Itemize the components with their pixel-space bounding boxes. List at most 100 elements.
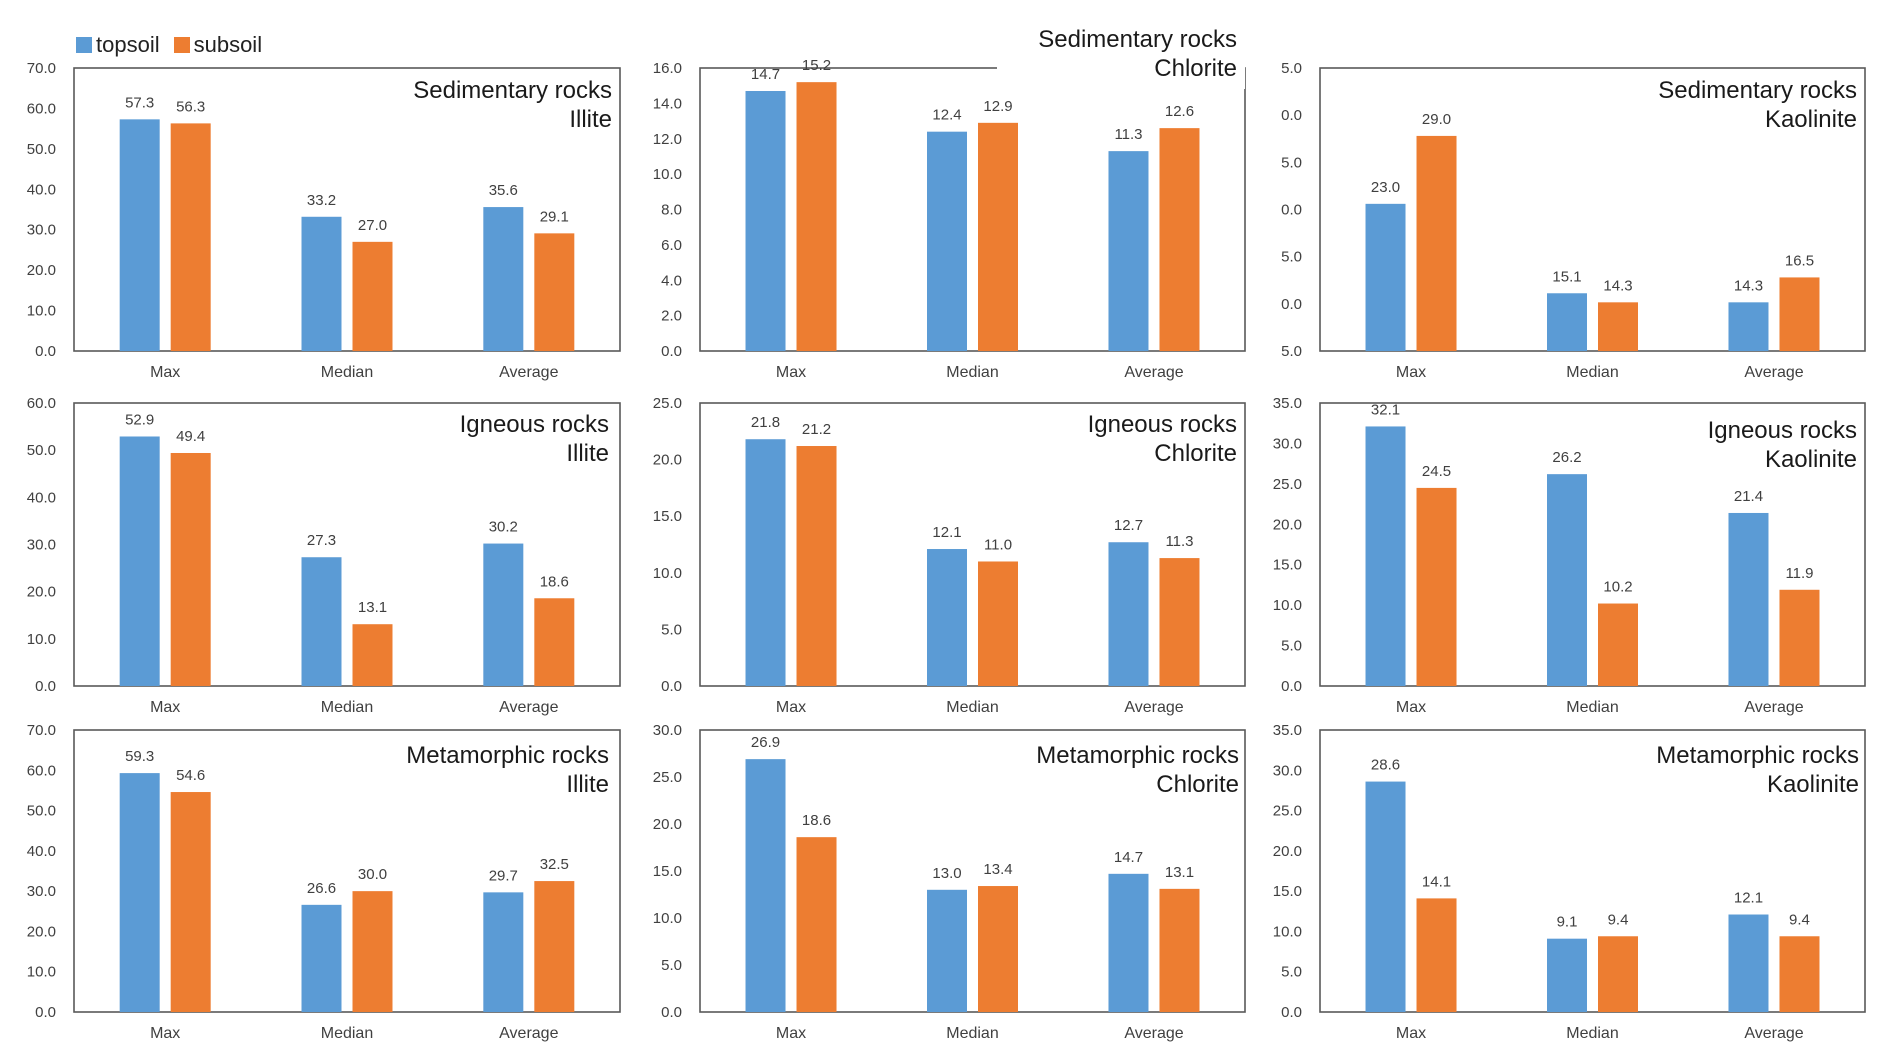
chart-metamorphic-rocks-kaolinite-bar-subsoil-median <box>1598 936 1638 1012</box>
chart-metamorphic-rocks-illite-ytick: 70.0 <box>27 722 56 739</box>
chart-igneous-rocks-chlorite-frame <box>699 402 1246 687</box>
chart-metamorphic-rocks-chlorite-data-label: 13.1 <box>1165 864 1194 881</box>
chart-igneous-rocks-illite-data-label: 18.6 <box>540 573 569 590</box>
chart-sedimentary-rocks-kaolinite-data-label: 16.5 <box>1785 252 1814 269</box>
chart-igneous-rocks-chlorite-data-label: 12.7 <box>1114 517 1143 534</box>
chart-sedimentary-rocks-illite-title-line2: Illite <box>569 106 612 133</box>
chart-igneous-rocks-chlorite-bar-topsoil-max <box>745 439 786 686</box>
chart-sedimentary-rocks-illite-ytick: 10.0 <box>27 303 56 320</box>
chart-metamorphic-rocks-chlorite-ytick: 30.0 <box>653 722 682 739</box>
chart-metamorphic-rocks-kaolinite-ytick: 30.0 <box>1273 762 1302 779</box>
legend-item-topsoil: topsoil <box>76 32 160 58</box>
chart-sedimentary-rocks-illite-ytick: 60.0 <box>27 100 56 117</box>
chart-igneous-rocks-chlorite-data-label: 21.2 <box>802 421 831 438</box>
chart-metamorphic-rocks-illite-ytick: 0.0 <box>35 1004 56 1021</box>
chart-sedimentary-rocks-chlorite-ytick: 0.0 <box>661 343 682 360</box>
chart-sedimentary-rocks-illite-ytick: 20.0 <box>27 262 56 279</box>
chart-sedimentary-rocks-chlorite-title-line2: Chlorite <box>1154 55 1237 82</box>
chart-sedimentary-rocks-kaolinite-title-line2: Kaolinite <box>1765 106 1857 133</box>
chart-metamorphic-rocks-kaolinite-ytick: 5.0 <box>1281 964 1302 981</box>
chart-igneous-rocks-kaolinite-title-line2: Kaolinite <box>1765 446 1857 473</box>
chart-metamorphic-rocks-chlorite-ytick: 25.0 <box>653 769 682 786</box>
chart-metamorphic-rocks-chlorite-bar-subsoil-max <box>796 837 837 1012</box>
chart-metamorphic-rocks-chlorite-bar-topsoil-median <box>927 889 967 1012</box>
chart-metamorphic-rocks-chlorite-xtick: Median <box>946 1025 998 1042</box>
chart-igneous-rocks-chlorite-title-line2: Chlorite <box>1154 440 1237 467</box>
chart-igneous-rocks-chlorite-bar-subsoil-max <box>796 446 837 686</box>
chart-igneous-rocks-illite-ytick: 0.0 <box>35 678 56 695</box>
legend: topsoil subsoil <box>76 32 262 58</box>
chart-sedimentary-rocks-kaolinite-xtick: Average <box>1744 364 1803 381</box>
chart-metamorphic-rocks-kaolinite-ytick: 35.0 <box>1273 722 1302 739</box>
chart-sedimentary-rocks-chlorite-ytick: 12.0 <box>653 131 682 148</box>
chart-metamorphic-rocks-illite-ytick: 20.0 <box>27 923 56 940</box>
chart-sedimentary-rocks-illite-bar-subsoil-average <box>534 233 575 351</box>
chart-sedimentary-rocks-illite-ytick: 40.0 <box>27 181 56 198</box>
chart-igneous-rocks-chlorite-ytick: 25.0 <box>653 395 682 412</box>
chart-igneous-rocks-kaolinite-bar-topsoil-median <box>1547 474 1587 686</box>
chart-sedimentary-rocks-chlorite-ytick: 8.0 <box>661 202 682 219</box>
chart-igneous-rocks-illite-frame <box>73 402 621 687</box>
chart-sedimentary-rocks-chlorite-xtick: Max <box>776 364 806 381</box>
chart-sedimentary-rocks-illite-xtick: Max <box>150 364 180 381</box>
chart-sedimentary-rocks-kaolinite-bar-topsoil-max <box>1365 203 1406 351</box>
chart-sedimentary-rocks-chlorite-bar-topsoil-max <box>745 90 786 352</box>
chart-sedimentary-rocks-chlorite-data-label: 15.2 <box>802 57 831 74</box>
legend-item-subsoil: subsoil <box>173 32 262 58</box>
chart-metamorphic-rocks-illite-xtick: Max <box>150 1025 180 1042</box>
chart-metamorphic-rocks-illite-data-label: 54.6 <box>176 767 205 784</box>
chart-metamorphic-rocks-illite-bar-subsoil-average <box>534 881 575 1012</box>
chart-metamorphic-rocks-kaolinite-data-label: 14.1 <box>1422 873 1451 890</box>
chart-sedimentary-rocks-chlorite-ytick: 10.0 <box>653 166 682 183</box>
chart-sedimentary-rocks-illite-ytick: 50.0 <box>27 141 56 158</box>
chart-sedimentary-rocks-chlorite-bar-subsoil-median <box>978 122 1018 351</box>
chart-igneous-rocks-illite-xtick: Median <box>321 699 373 716</box>
chart-igneous-rocks-illite-bar-subsoil-max <box>170 452 211 686</box>
chart-metamorphic-rocks-illite-title-line2: Illite <box>566 771 609 798</box>
chart-sedimentary-rocks-illite-xtick: Median <box>321 364 373 381</box>
chart-metamorphic-rocks-kaolinite-data-label: 9.1 <box>1557 914 1578 931</box>
chart-igneous-rocks-illite-ytick: 60.0 <box>27 395 56 412</box>
chart-sedimentary-rocks-chlorite-bar-topsoil-average <box>1108 151 1149 351</box>
chart-igneous-rocks-illite-xtick: Average <box>499 699 558 716</box>
chart-igneous-rocks-chlorite-ytick: 5.0 <box>661 621 682 638</box>
chart-igneous-rocks-kaolinite-xtick: Average <box>1744 699 1803 716</box>
chart-sedimentary-rocks-illite-title-line1: Sedimentary rocks <box>413 77 612 104</box>
chart-metamorphic-rocks-illite-ytick: 60.0 <box>27 762 56 779</box>
chart-sedimentary-rocks-kaolinite-data-label: 15.1 <box>1552 268 1581 285</box>
chart-igneous-rocks-kaolinite-bar-topsoil-max <box>1365 426 1406 686</box>
chart-metamorphic-rocks-kaolinite-ytick: 10.0 <box>1273 923 1302 940</box>
chart-metamorphic-rocks-chlorite-bar-subsoil-median <box>978 886 1018 1012</box>
chart-metamorphic-rocks-illite-ytick: 50.0 <box>27 803 56 820</box>
chart-sedimentary-rocks-illite-ytick: 0.0 <box>35 343 56 360</box>
chart-igneous-rocks-chlorite-data-label: 12.1 <box>932 524 961 541</box>
chart-sedimentary-rocks-kaolinite-data-label: 14.3 <box>1734 277 1763 294</box>
chart-metamorphic-rocks-kaolinite-bar-subsoil-average <box>1779 936 1820 1012</box>
chart-sedimentary-rocks-illite-frame <box>73 67 621 352</box>
chart-igneous-rocks-kaolinite-ytick: 30.0 <box>1273 435 1302 452</box>
chart-igneous-rocks-illite-bar-topsoil-median <box>301 557 342 686</box>
chart-sedimentary-rocks-chlorite-ytick: 2.0 <box>661 308 682 325</box>
chart-metamorphic-rocks-illite-data-label: 32.5 <box>540 856 569 873</box>
chart-igneous-rocks-illite-ytick: 10.0 <box>27 631 56 648</box>
chart-sedimentary-rocks-chlorite-title-bg <box>997 17 1245 89</box>
chart-metamorphic-rocks-chlorite-ytick: 10.0 <box>653 910 682 927</box>
chart-igneous-rocks-kaolinite-ytick: 15.0 <box>1273 557 1302 574</box>
chart-sedimentary-rocks-kaolinite-data-label: 14.3 <box>1603 277 1632 294</box>
chart-sedimentary-rocks-chlorite-frame <box>699 67 1246 352</box>
chart-igneous-rocks-chlorite-xtick: Average <box>1124 699 1183 716</box>
chart-metamorphic-rocks-kaolinite-bar-topsoil-average <box>1728 914 1769 1012</box>
chart-sedimentary-rocks-chlorite-ytick: 16.0 <box>653 60 682 77</box>
chart-igneous-rocks-illite-data-label: 13.1 <box>358 599 387 616</box>
chart-metamorphic-rocks-kaolinite-title-line2: Kaolinite <box>1767 771 1859 798</box>
chart-sedimentary-rocks-chlorite-bar-topsoil-median <box>927 131 967 351</box>
chart-sedimentary-rocks-illite-data-label: 33.2 <box>307 192 336 209</box>
chart-metamorphic-rocks-kaolinite-ytick: 25.0 <box>1273 803 1302 820</box>
chart-metamorphic-rocks-chlorite-ytick: 15.0 <box>653 863 682 880</box>
chart-igneous-rocks-chlorite: 0.0 5.0 10.0 15.0 20.0 25.0 21.8 21.2 Max 12.1 11.… <box>653 395 1246 716</box>
chart-sedimentary-rocks-kaolinite-ytick: 5.0 <box>1281 343 1302 360</box>
chart-sedimentary-rocks-illite-bar-topsoil-median <box>301 216 342 351</box>
chart-sedimentary-rocks-illite-data-label: 27.0 <box>358 217 387 234</box>
chart-igneous-rocks-illite-data-label: 49.4 <box>176 428 205 445</box>
chart-sedimentary-rocks-illite: 0.0 10.0 20.0 30.0 40.0 50.0 60.0 70.0 57.3 56.3 M… <box>27 60 621 381</box>
